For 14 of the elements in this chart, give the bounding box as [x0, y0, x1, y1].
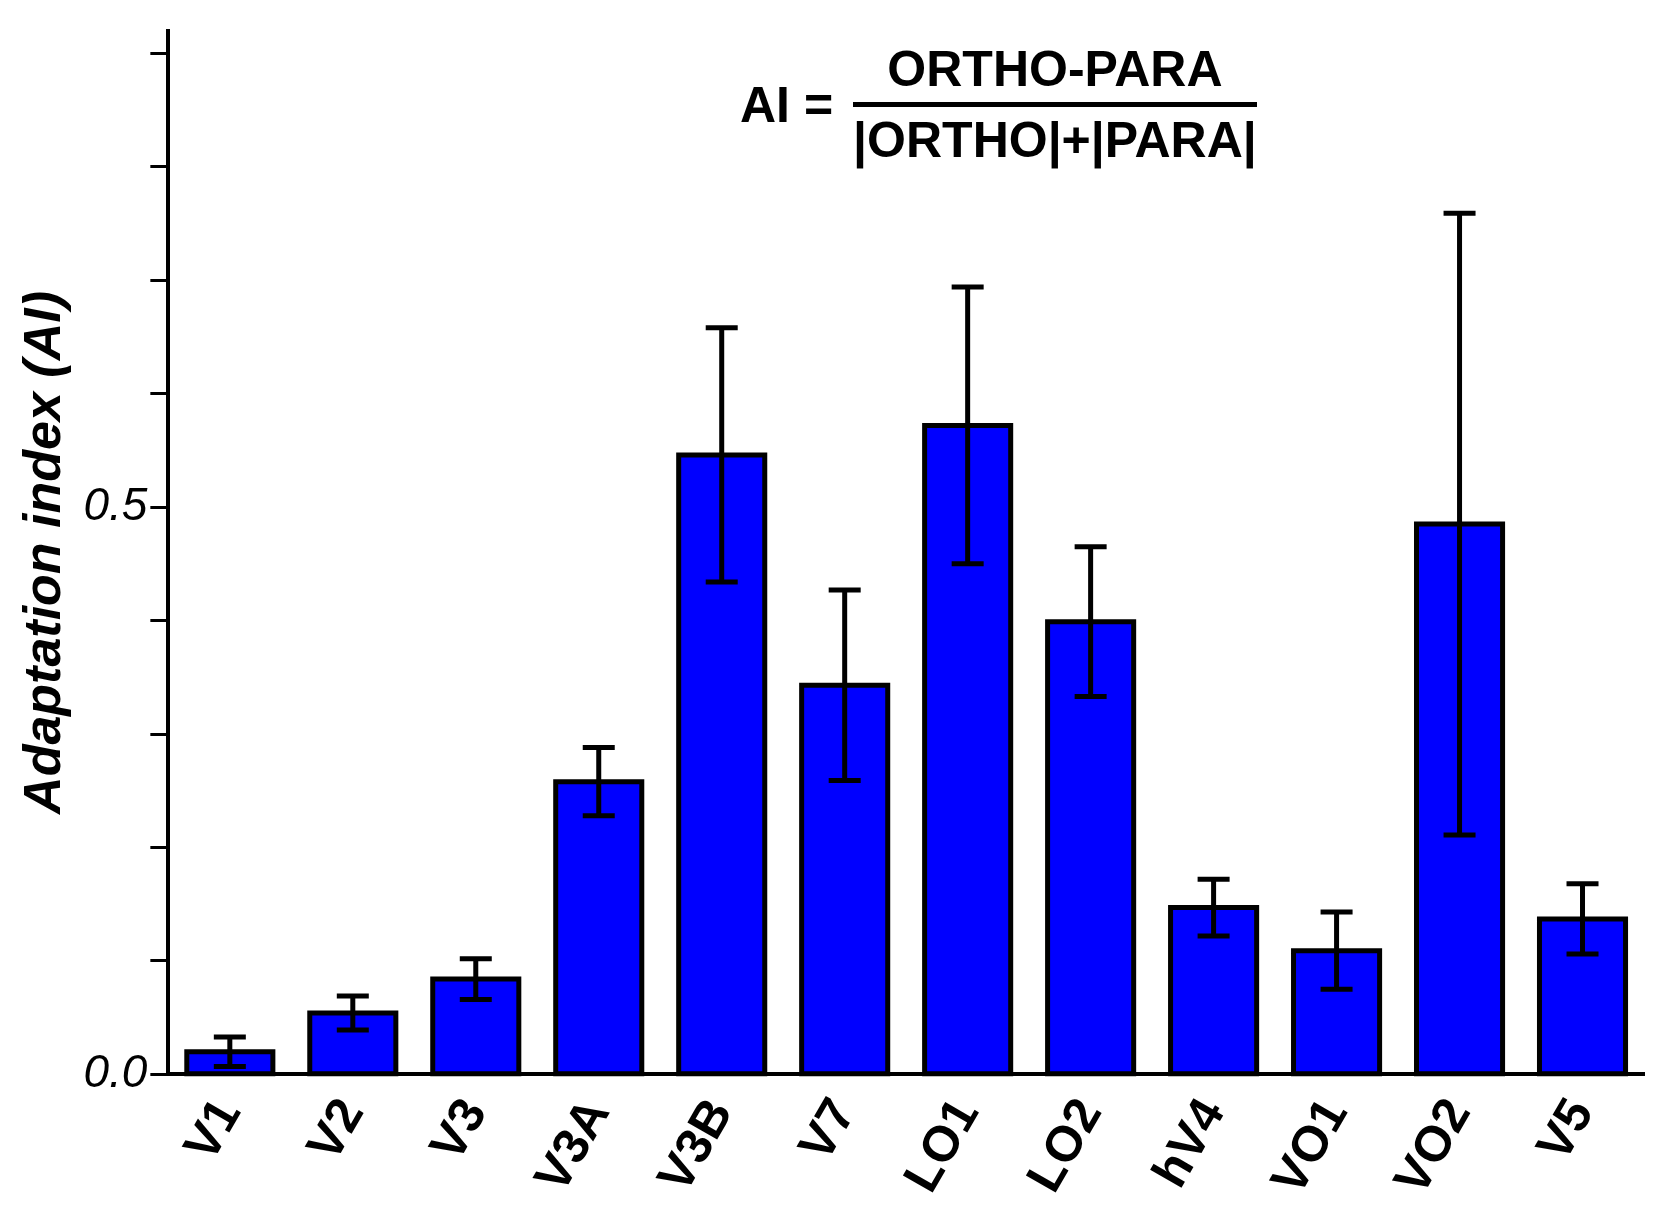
- x-tick-label: VO1: [1259, 1088, 1359, 1204]
- x-tick-label: V1: [172, 1088, 252, 1170]
- x-tick-label: V5: [1524, 1088, 1604, 1170]
- x-tick-label: V7: [787, 1088, 867, 1170]
- y-tick-label: 0.5: [83, 477, 148, 530]
- annotation: AI =: [740, 75, 834, 134]
- x-tick-label: V3B: [646, 1088, 744, 1201]
- y-tick-label: 0.0: [83, 1045, 148, 1098]
- x-tick-label: V3: [418, 1088, 498, 1170]
- annotation: ORTHO-PARA: [887, 40, 1223, 98]
- annotation: |ORTHO|+|PARA|: [853, 111, 1257, 169]
- y-axis-title: Adaptation index (AI): [12, 291, 71, 816]
- x-tick-label: V3A: [523, 1088, 621, 1201]
- x-tick-label: V2: [295, 1088, 375, 1170]
